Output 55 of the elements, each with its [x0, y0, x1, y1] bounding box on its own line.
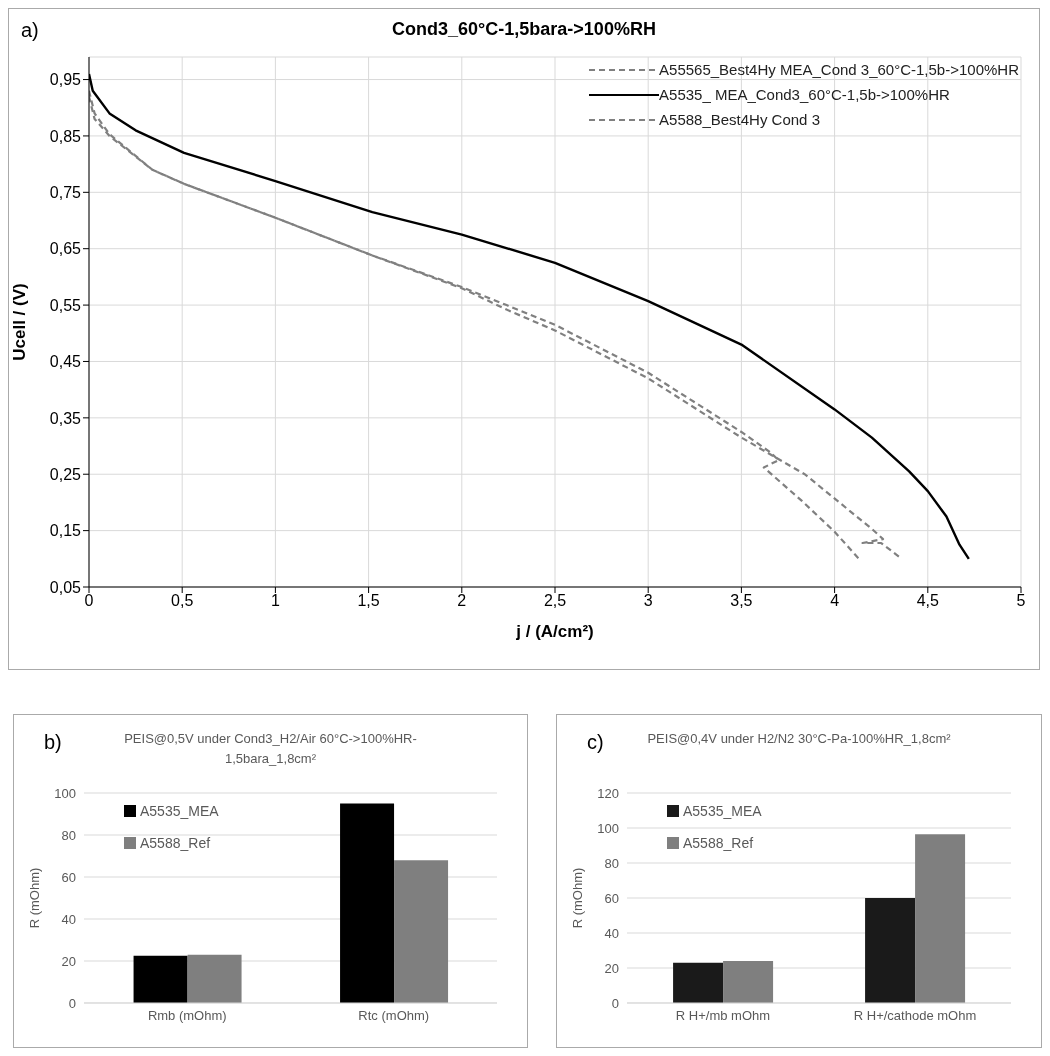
y-tick-label: 0,85: [49, 127, 82, 145]
legend-label: A5535_ MEA_Cond3_60°C-1,5b->100%HR: [659, 86, 950, 103]
y-tick-label: 0,45: [49, 353, 82, 371]
x-axis-title: j / (A/cm²): [515, 622, 594, 641]
y-axis-title: R (mOhm): [569, 867, 585, 929]
x-tick-label: 2: [457, 592, 467, 610]
x-tick-label: 4,5: [916, 592, 940, 610]
chart-title: PEIS@0,4V under H2/N2 30°C-Pa-100%HR_1,8cm²: [646, 730, 952, 748]
y-tick-label: 0,25: [49, 465, 82, 483]
y-tick-label: 0,75: [49, 184, 82, 201]
y-tick-label: 0,05: [49, 578, 82, 596]
y-tick-label: 0: [68, 995, 76, 1011]
x-tick-label: 5: [1016, 592, 1026, 610]
y-tick-label: 40: [61, 911, 76, 927]
y-tick-label: 0,95: [49, 71, 82, 89]
x-tick-label: Rmb (mOhm): [147, 1008, 227, 1024]
chart-title: Cond3_60°C-1,5bara->100%RH: [392, 19, 656, 39]
y-tick-label: 60: [604, 890, 619, 906]
x-tick-label: R H+/mb mOhm: [675, 1008, 771, 1024]
y-tick-label: 0,55: [49, 296, 82, 314]
y-tick-label: 40: [604, 925, 619, 941]
text: c): [587, 731, 604, 754]
y-tick-label: 100: [54, 785, 76, 801]
y-tick-label: 20: [61, 953, 76, 969]
y-axis-title: R (mOhm): [26, 867, 42, 929]
text: a): [21, 19, 39, 42]
y-tick-label: 120: [597, 785, 619, 801]
x-tick-label: R H+/cathode mOhm: [853, 1008, 977, 1024]
y-tick-label: 0: [611, 995, 619, 1011]
legend-label: A5535_MEA: [683, 803, 762, 819]
x-tick-label: 0: [84, 592, 94, 610]
y-tick-label: 100: [597, 820, 619, 836]
legend-label: A5588_Ref: [140, 835, 211, 851]
x-tick-label: 3,5: [730, 592, 753, 610]
legend-label: A5588_Ref: [683, 835, 754, 851]
text: b): [44, 731, 62, 754]
y-tick-label: 0,15: [49, 522, 82, 540]
x-tick-label: 1: [270, 592, 280, 610]
x-tick-label: 2,5: [543, 592, 567, 610]
x-tick-label: Rtc (mOhm): [358, 1008, 430, 1024]
y-axis-title: Ucell / (V): [10, 283, 30, 361]
x-tick-label: 0,5: [171, 592, 194, 610]
y-tick-label: 60: [61, 869, 76, 885]
x-tick-label: 4: [830, 592, 840, 610]
x-tick-label: 3: [643, 592, 653, 610]
y-tick-label: 0,65: [49, 240, 82, 258]
chart-title: PEIS@0,5V under Cond3_H2/Air 60°C->100%HR-1,5bara_1,8cm²: [123, 730, 418, 768]
legend-label: A5588_Best4Hy Cond 3: [659, 111, 820, 128]
y-tick-label: 20: [604, 960, 619, 976]
legend-label: A55565_Best4Hy MEA_Cond 3_60°C-1,5b->100%HR: [659, 61, 1019, 78]
y-tick-label: 0,35: [49, 409, 82, 427]
legend-label: A5535_MEA: [140, 803, 219, 819]
y-tick-label: 80: [61, 827, 76, 843]
x-tick-label: 1,5: [357, 592, 380, 610]
y-tick-label: 80: [604, 855, 619, 871]
